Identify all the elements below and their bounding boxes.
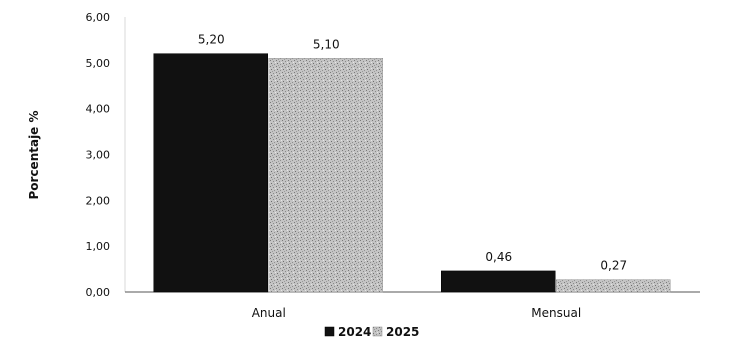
- y-tick-label: 1,00: [86, 240, 111, 253]
- y-tick-label: 2,00: [86, 194, 111, 207]
- data-label-mensual-2024: 0,46: [485, 250, 512, 264]
- legend-label-2024: 2024: [338, 325, 371, 339]
- bar-mensual-2025: [556, 279, 671, 293]
- data-label-mensual-2025: 0,27: [600, 259, 627, 273]
- y-axis-title: Porcentaje %: [27, 110, 41, 199]
- y-tick-label: 3,00: [86, 149, 111, 162]
- y-tick-label: 5,00: [86, 57, 111, 70]
- legend-label-2025: 2025: [386, 325, 419, 339]
- legend-swatch-2024: [324, 326, 335, 337]
- y-tick-label: 4,00: [86, 103, 111, 116]
- bar-mensual-2024: [441, 270, 556, 293]
- x-axis-category-labels: Anual Mensual: [252, 306, 582, 320]
- data-label-anual-2025: 5,10: [313, 37, 340, 51]
- bar-anual-2025: [268, 58, 383, 293]
- y-tick-label: 0,00: [86, 286, 111, 299]
- x-category-label: Mensual: [531, 306, 581, 320]
- data-label-anual-2024: 5,20: [198, 33, 225, 47]
- legend: 2024 2025: [324, 325, 419, 339]
- data-labels-group: 5,20 5,10 0,46 0,27: [198, 33, 627, 273]
- legend-swatch-2025: [372, 326, 383, 337]
- bars-group: [153, 53, 671, 293]
- y-axis-tick-labels: 0,00 1,00 2,00 3,00 4,00 5,00 6,00: [86, 11, 111, 299]
- y-tick-label: 6,00: [86, 11, 111, 24]
- bar-anual-2024: [153, 53, 268, 293]
- x-category-label: Anual: [252, 306, 286, 320]
